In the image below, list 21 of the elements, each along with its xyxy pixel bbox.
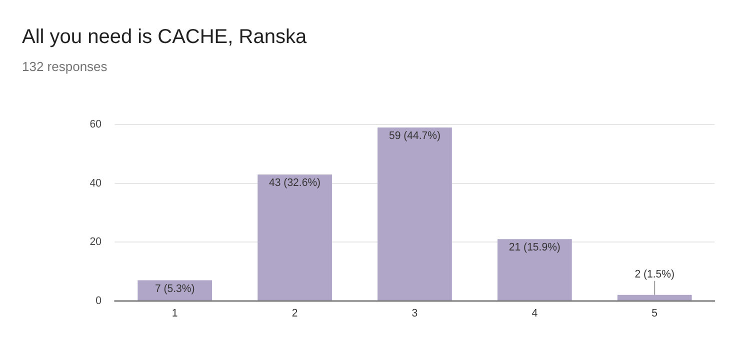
data-label: 7 (5.3%) <box>154 282 195 295</box>
data-label: 2 (1.5%) <box>634 268 675 281</box>
x-tick-label: 2 <box>292 307 298 320</box>
data-label: 59 (44.7%) <box>388 130 441 142</box>
bar <box>378 128 452 300</box>
x-tick-label: 3 <box>412 307 418 320</box>
bar <box>497 239 572 300</box>
x-tick-label: 4 <box>532 307 538 320</box>
x-tick-label: 1 <box>172 307 178 320</box>
bar <box>617 294 692 300</box>
y-tick-label: 0 <box>96 294 102 307</box>
y-tick-label: 60 <box>90 118 102 131</box>
chart-subtitle: 132 responses <box>22 59 108 74</box>
y-tick-label: 40 <box>90 177 102 190</box>
bar <box>258 174 332 300</box>
bar <box>138 280 212 300</box>
x-tick-label: 5 <box>652 307 658 320</box>
data-label: 21 (15.9%) <box>508 241 560 254</box>
y-tick-label: 20 <box>90 236 102 248</box>
data-label: 43 (32.6%) <box>269 176 321 190</box>
chart-title: All you need is CACHE, Ranska <box>22 26 307 49</box>
